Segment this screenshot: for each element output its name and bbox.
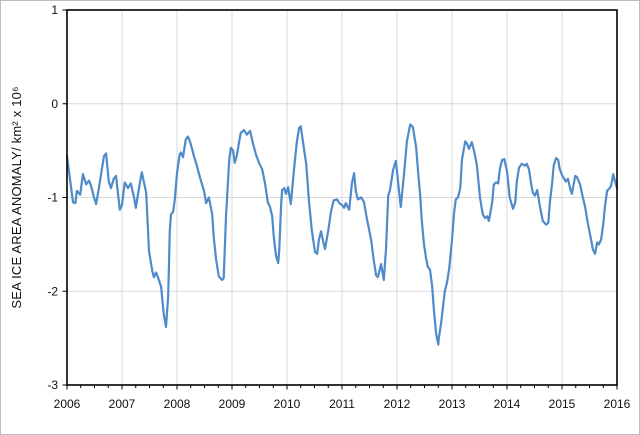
data-series bbox=[65, 123, 619, 346]
y-tick-label: -3 bbox=[47, 378, 58, 392]
x-tick-label: 2009 bbox=[219, 397, 246, 411]
x-tick-label: 2011 bbox=[329, 397, 355, 411]
x-tick-label: 2013 bbox=[439, 397, 466, 411]
x-tick-label: 2006 bbox=[54, 397, 81, 411]
gridlines bbox=[67, 10, 617, 385]
axis-labels: 2006 2007 2008 2009 2010 2011 2012 2013 2014 2015… bbox=[47, 3, 630, 411]
x-tick-label: 2010 bbox=[274, 397, 301, 411]
x-tick-label: 2012 bbox=[384, 397, 411, 411]
x-tick-label: 2008 bbox=[164, 397, 191, 411]
x-tick-label: 2016 bbox=[604, 397, 631, 411]
series-line-sea-ice-area-anomaly bbox=[65, 123, 619, 346]
x-tick-label: 2015 bbox=[549, 397, 576, 411]
y-axis-title: SEA ICE AREA ANOMALY/ km² x 10⁶ bbox=[9, 86, 24, 308]
y-tick-label: -2 bbox=[47, 284, 58, 298]
x-tick-label: 2007 bbox=[109, 397, 136, 411]
y-tick-label: 0 bbox=[51, 97, 58, 111]
y-tick-label: -1 bbox=[47, 191, 58, 205]
axis-ticks bbox=[62, 9, 618, 390]
x-tick-label: 2014 bbox=[494, 397, 521, 411]
y-tick-label: 1 bbox=[51, 3, 58, 17]
